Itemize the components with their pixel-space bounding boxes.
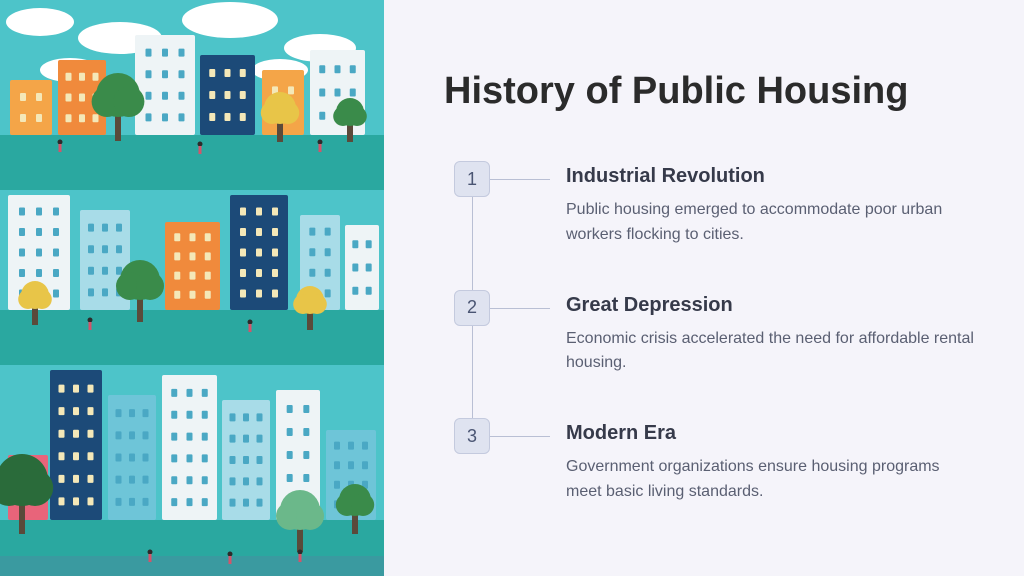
timeline-item: 3 Modern Era Government organizations en… xyxy=(454,418,974,505)
connector-line xyxy=(490,308,550,309)
timeline-item-body: Economic crisis accelerated the need for… xyxy=(566,327,974,377)
timeline-item-heading: Industrial Revolution xyxy=(566,165,974,188)
timeline: 1 Industrial Revolution Public housing e… xyxy=(444,161,974,505)
timeline-item-heading: Great Depression xyxy=(566,294,974,317)
timeline-item-text: Modern Era Government organizations ensu… xyxy=(550,418,974,505)
city-illustration xyxy=(0,0,384,576)
step-number-badge: 3 xyxy=(454,418,490,454)
timeline-item-text: Great Depression Economic crisis acceler… xyxy=(550,290,974,377)
step-number-badge: 2 xyxy=(454,290,490,326)
connector-line xyxy=(490,436,550,437)
timeline-item: 2 Great Depression Economic crisis accel… xyxy=(454,290,974,377)
timeline-item-body: Government organizations ensure housing … xyxy=(566,455,974,505)
slide: History of Public Housing 1 Industrial R… xyxy=(0,0,1024,576)
page-title: History of Public Housing xyxy=(444,70,974,113)
timeline-item: 1 Industrial Revolution Public housing e… xyxy=(454,161,974,248)
content-panel: History of Public Housing 1 Industrial R… xyxy=(384,0,1024,576)
timeline-item-text: Industrial Revolution Public housing eme… xyxy=(550,161,974,248)
timeline-item-heading: Modern Era xyxy=(566,422,974,445)
timeline-item-body: Public housing emerged to accommodate po… xyxy=(566,198,974,248)
connector-line xyxy=(490,179,550,180)
step-number-badge: 1 xyxy=(454,161,490,197)
city-svg xyxy=(0,0,384,576)
